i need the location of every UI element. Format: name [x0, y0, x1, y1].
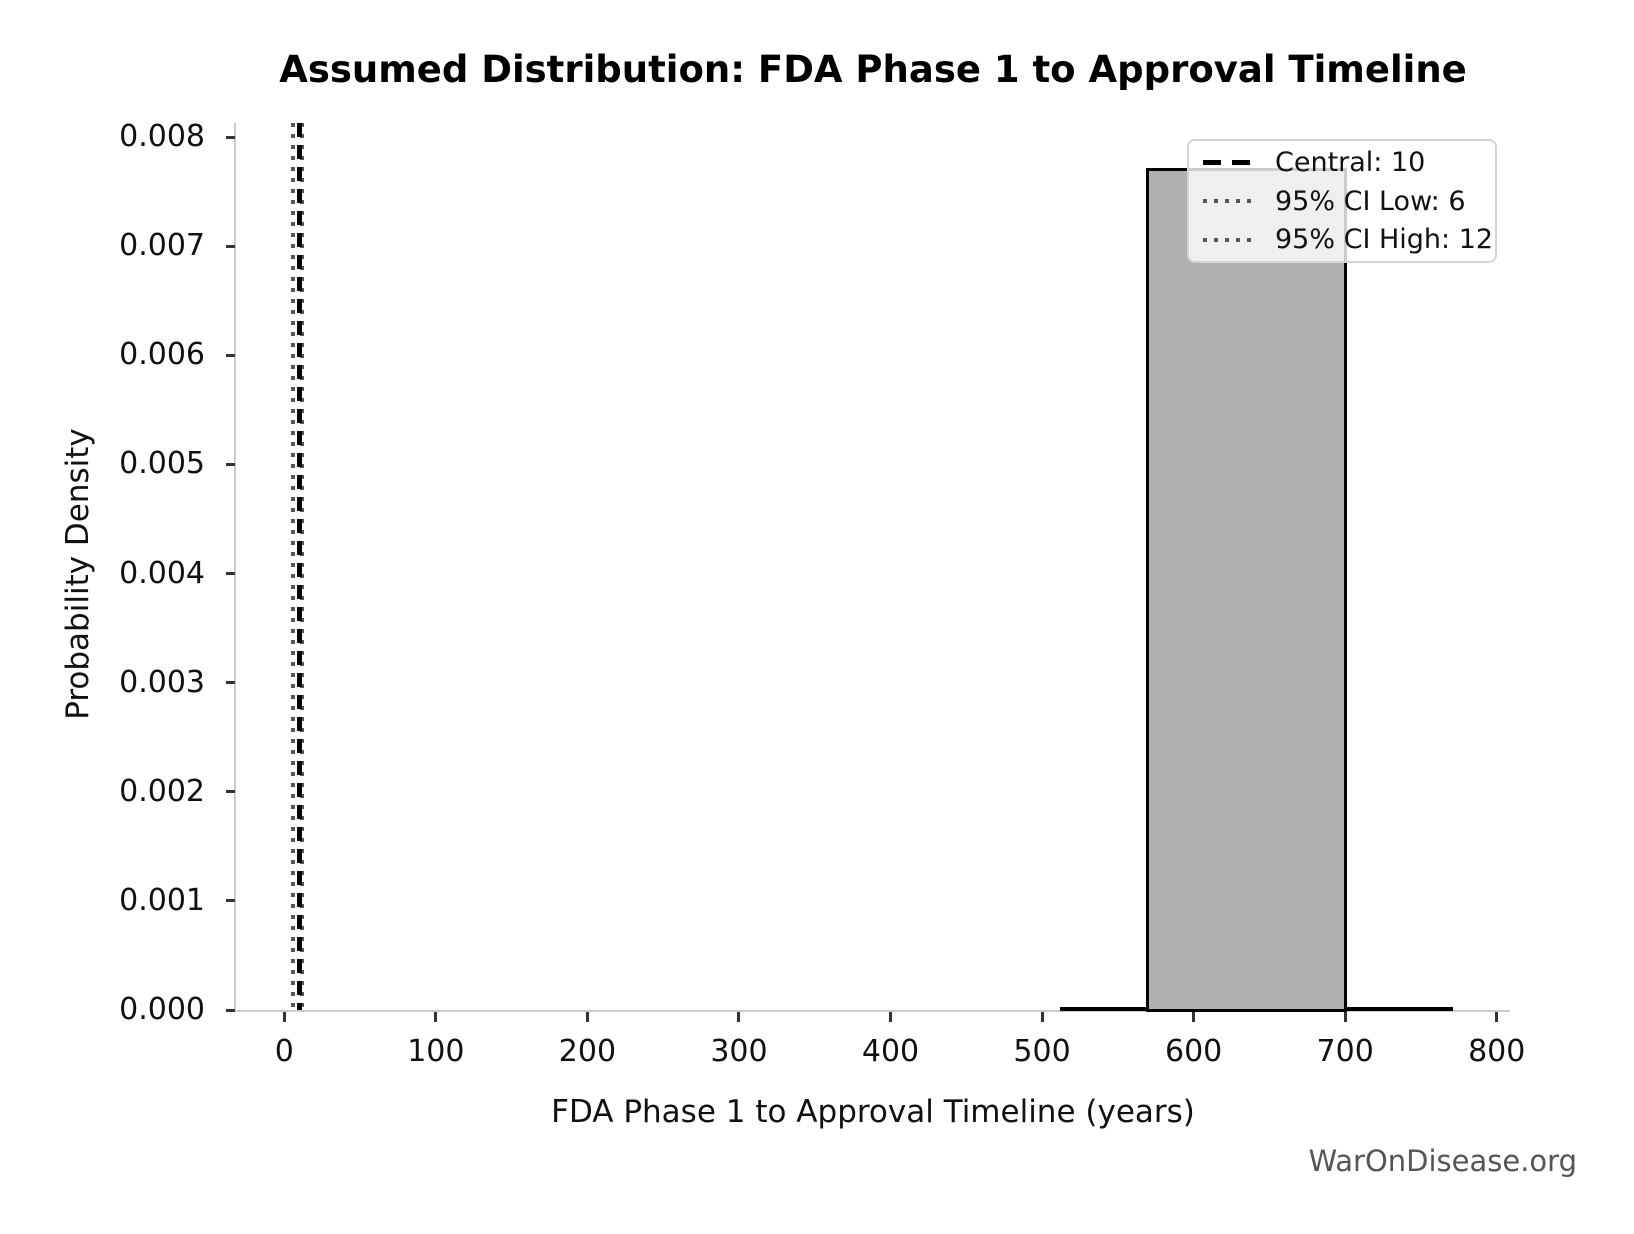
- y-axis-spine: [234, 123, 236, 1012]
- legend-entry-label: 95% CI Low: 6: [1275, 185, 1466, 217]
- x-tick-mark: [1040, 1012, 1044, 1022]
- x-tick-mark: [585, 1012, 589, 1022]
- x-tick-mark: [1343, 1012, 1347, 1022]
- vline-ci-high: [300, 123, 305, 1010]
- y-tick-label: 0.006: [119, 337, 205, 373]
- legend-entry-label: 95% CI High: 12: [1275, 224, 1494, 256]
- y-tick-label: 0.005: [119, 446, 205, 482]
- legend-sample-dashed-line: [1203, 159, 1251, 165]
- x-axis-spine: [234, 1010, 1510, 1012]
- x-tick-mark: [434, 1012, 438, 1022]
- x-tick-mark: [282, 1012, 286, 1022]
- x-tick-label: 800: [1468, 1034, 1526, 1069]
- x-tick-mark: [889, 1012, 893, 1022]
- y-tick-mark: [226, 353, 235, 357]
- watermark: WarOnDisease.org: [1308, 1144, 1577, 1178]
- x-tick-label: 300: [710, 1034, 768, 1069]
- x-tick-label: 600: [1164, 1034, 1223, 1069]
- x-tick-mark: [1495, 1012, 1499, 1022]
- y-tick-mark: [226, 899, 235, 903]
- x-tick-mark: [1192, 1012, 1196, 1022]
- y-tick-label: 0.007: [119, 228, 205, 264]
- x-tick-label: 0: [274, 1034, 294, 1069]
- y-tick-mark: [226, 681, 235, 685]
- y-tick-mark: [226, 1008, 235, 1012]
- legend-entry: 95% CI High: 12: [1203, 220, 1493, 259]
- y-tick-mark: [226, 244, 235, 248]
- histogram-bar: [1146, 167, 1347, 1012]
- y-tick-mark: [226, 135, 235, 139]
- x-tick-label: 100: [407, 1034, 465, 1069]
- y-tick-label: 0.004: [119, 555, 205, 591]
- vline-ci-low: [291, 123, 296, 1010]
- legend: Central: 10 95% CI Low: 6 95% CI High: 12: [1187, 139, 1497, 263]
- x-tick-label: 200: [558, 1034, 617, 1069]
- chart-title: Assumed Distribution: FDA Phase 1 to App…: [279, 48, 1467, 91]
- legend-sample-dotted-line: [1203, 199, 1251, 203]
- x-tick-label: 400: [861, 1034, 920, 1069]
- y-tick-mark: [226, 572, 235, 575]
- legend-entry: 95% CI Low: 6: [1203, 182, 1485, 221]
- y-tick-label: 0.001: [119, 882, 205, 918]
- y-tick-mark: [226, 790, 235, 794]
- legend-entry: Central: 10: [1203, 143, 1485, 182]
- x-tick-label: 500: [1013, 1034, 1071, 1069]
- x-axis-label: FDA Phase 1 to Approval Timeline (years): [551, 1094, 1195, 1130]
- vline-central: [296, 123, 302, 1010]
- legend-entry-label: Central: 10: [1275, 146, 1426, 178]
- x-tick-label: 700: [1316, 1034, 1374, 1069]
- y-tick-mark: [226, 462, 235, 466]
- y-tick-label: 0.000: [119, 992, 205, 1027]
- y-tick-label: 0.003: [119, 664, 205, 700]
- legend-sample-dotted-line: [1203, 237, 1251, 242]
- y-tick-label: 0.008: [119, 119, 205, 154]
- y-tick-label: 0.002: [119, 773, 205, 809]
- x-tick-mark: [737, 1012, 741, 1022]
